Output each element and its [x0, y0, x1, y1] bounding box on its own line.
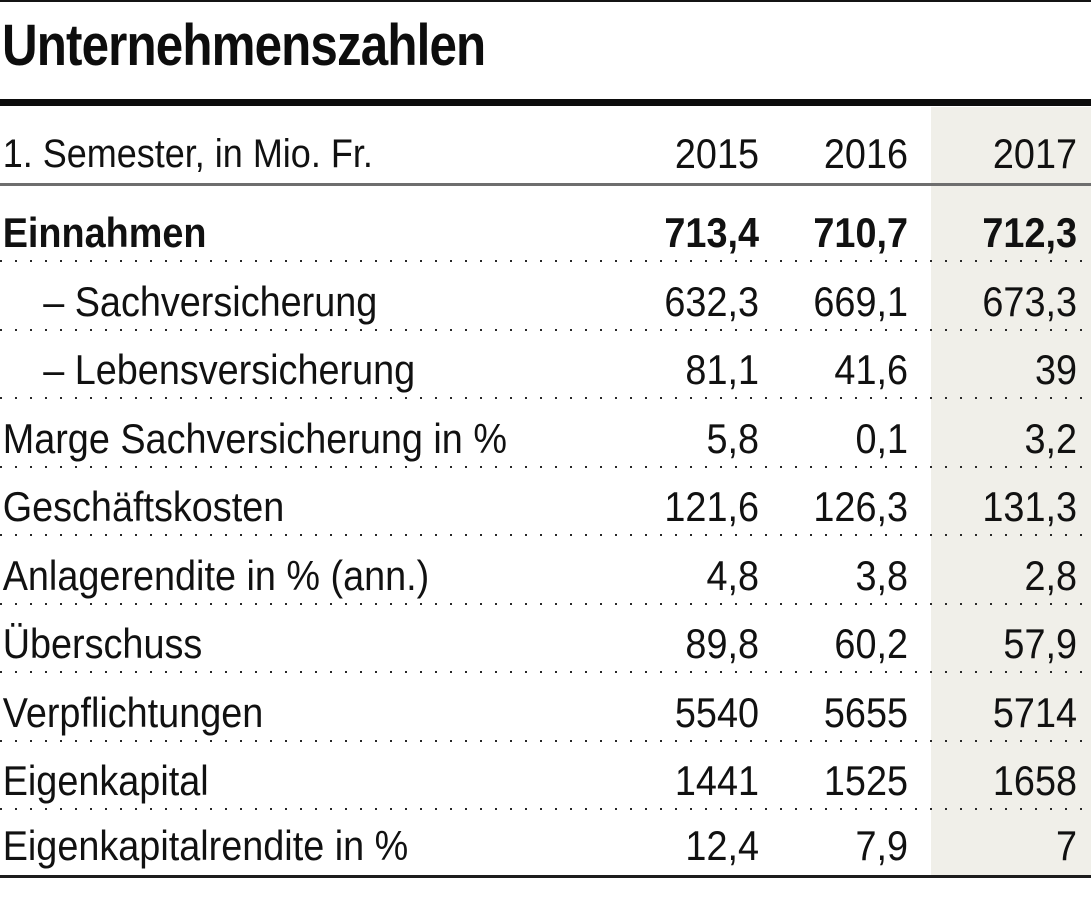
value-2016: 0,1	[855, 414, 908, 462]
value-2016: 5655	[823, 688, 908, 736]
row-label: Verpflichtungen	[2, 688, 264, 736]
row-label: – Lebensversicherung	[43, 346, 416, 394]
table-row-geschaeftskosten: Geschäftskosten 121,6 126,3 131,3	[0, 467, 1091, 536]
value-2017: 1658	[992, 757, 1077, 805]
value-2015: 4,8	[706, 551, 759, 599]
title-divider-rule	[0, 99, 1091, 106]
table-row-sachversicherung: – Sachversicherung 632,3 669,1 673,3	[0, 262, 1091, 331]
value-2016: 41,6	[834, 346, 908, 394]
company-figures-table: 1. Semester, in Mio. Fr. 2015 2016 2017 …	[0, 106, 1091, 878]
table-header-row: 1. Semester, in Mio. Fr. 2015 2016 2017	[0, 106, 1091, 183]
value-2017: 5714	[992, 688, 1077, 736]
row-label: Eigenkapital	[2, 757, 209, 805]
value-2016: 710,7	[813, 209, 908, 257]
row-label: Geschäftskosten	[2, 483, 285, 531]
value-2016: 7,9	[855, 822, 908, 870]
value-2017: 57,9	[1003, 620, 1077, 668]
value-2015: 5540	[674, 688, 759, 736]
table-row-eigenkapitalrendite: Eigenkapitalrendite in % 12,4 7,9 7	[0, 810, 1091, 875]
unit-label: 1. Semester, in Mio. Fr.	[2, 132, 373, 177]
value-2016: 60,2	[834, 620, 908, 668]
table-row-marge-sachversicherung: Marge Sachversicherung in % 5,8 0,1 3,2	[0, 399, 1091, 468]
row-label: Einnahmen	[2, 209, 207, 257]
value-2017: 39	[1034, 346, 1077, 394]
table-row-einnahmen: Einnahmen 713,4 710,7 712,3	[0, 186, 1091, 262]
table-row-verpflichtungen: Verpflichtungen 5540 5655 5714	[0, 673, 1091, 742]
row-label: Eigenkapitalrendite in %	[2, 822, 409, 870]
value-2015: 121,6	[664, 483, 759, 531]
value-2017: 7	[1055, 822, 1077, 870]
value-2015: 89,8	[685, 620, 759, 668]
top-border-rule	[0, 0, 1091, 2]
header-divider-rule	[0, 183, 1091, 186]
value-2017: 2,8	[1024, 551, 1077, 599]
value-2017: 673,3	[982, 277, 1077, 325]
table-bottom-rule	[0, 875, 1091, 878]
page-title: Unternehmenszahlen	[2, 13, 486, 78]
value-2017: 131,3	[982, 483, 1077, 531]
value-2015: 12,4	[685, 822, 759, 870]
table-row-ueberschuss: Überschuss 89,8 60,2 57,9	[0, 604, 1091, 673]
value-2015: 713,4	[664, 209, 759, 257]
table-row-lebensversicherung: – Lebensversicherung 81,1 41,6 39	[0, 330, 1091, 399]
column-header-2015: 2015	[674, 130, 759, 178]
column-header-2017: 2017	[992, 130, 1077, 178]
row-label: Anlagerendite in % (ann.)	[2, 551, 430, 599]
value-2015: 632,3	[664, 277, 759, 325]
value-2015: 81,1	[685, 346, 759, 394]
table-row-anlagerendite: Anlagerendite in % (ann.) 4,8 3,8 2,8	[0, 536, 1091, 605]
value-2016: 126,3	[813, 483, 908, 531]
value-2016: 3,8	[855, 551, 908, 599]
row-label: Marge Sachversicherung in %	[2, 414, 507, 462]
row-label: – Sachversicherung	[43, 277, 378, 325]
value-2017: 712,3	[982, 209, 1077, 257]
value-2016: 669,1	[813, 277, 908, 325]
value-2017: 3,2	[1024, 414, 1077, 462]
row-label: Überschuss	[2, 620, 203, 668]
value-2015: 5,8	[706, 414, 759, 462]
table-row-eigenkapital: Eigenkapital 1441 1525 1658	[0, 741, 1091, 810]
value-2016: 1525	[823, 757, 908, 805]
column-header-2016: 2016	[823, 130, 908, 178]
value-2015: 1441	[674, 757, 759, 805]
